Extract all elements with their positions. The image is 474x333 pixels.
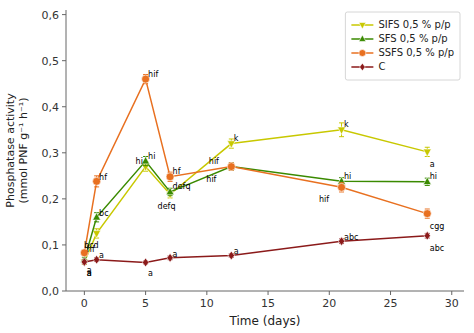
- annotation: a: [87, 269, 92, 278]
- marker: [338, 183, 346, 191]
- y-tick-label: 0,6: [42, 9, 60, 22]
- y-axis-label: Phosphatase activity(mmol PNF g⁻¹ h⁻¹): [4, 93, 30, 208]
- line: [84, 236, 427, 263]
- annotation: a: [234, 247, 239, 256]
- legend-label: C: [378, 61, 385, 72]
- y-tick-label: 0,4: [42, 101, 60, 114]
- legend: SIFS 0,5 % p/p SFS 0,5 % p/p SSFS 0,5 % p/…: [345, 12, 460, 80]
- annotation: a: [87, 269, 92, 278]
- x-tick-label: 30: [445, 297, 459, 310]
- x-tick: [390, 291, 391, 295]
- annotation: k: [234, 134, 239, 143]
- y-tick: [62, 291, 66, 292]
- legend-label: SIFS 0,5 % p/p: [378, 19, 450, 30]
- line: [84, 79, 427, 253]
- annotation: hi: [148, 152, 155, 161]
- legend-box: [345, 12, 460, 80]
- x-tick: [451, 291, 452, 295]
- marker: [142, 258, 148, 267]
- y-axis-line: [66, 10, 67, 291]
- annotation: k: [344, 120, 349, 129]
- annotation: hf: [87, 245, 95, 254]
- legend-label: SFS 0,5 % p/p: [378, 33, 447, 44]
- annotation: hif: [319, 195, 329, 204]
- y-tick-label: 0,5: [42, 55, 60, 68]
- annotation: a: [173, 250, 178, 259]
- annotation: hif: [148, 70, 158, 79]
- annotation: hi: [344, 172, 351, 181]
- x-tick-label: 0: [81, 297, 88, 310]
- x-tick-label: 20: [322, 297, 336, 310]
- y-tick-label: 0,1: [42, 239, 60, 252]
- annotation: bc: [99, 209, 108, 218]
- x-tick-label: 15: [261, 297, 275, 310]
- series: [81, 231, 430, 267]
- annotation: defq: [158, 202, 176, 211]
- series: [80, 123, 431, 267]
- marker: [424, 231, 430, 240]
- legend-marker: [359, 35, 366, 41]
- annotation: a: [148, 269, 153, 278]
- y-tick: [62, 14, 66, 15]
- annotations: abcdhidefqkkaabchidefqhifhihihfhfhifhfhi…: [84, 70, 444, 279]
- x-tick: [268, 291, 269, 295]
- annotation: abc: [430, 244, 444, 253]
- annotation: defq: [173, 182, 191, 191]
- y-tick: [62, 152, 66, 153]
- marker: [423, 210, 431, 218]
- marker: [93, 231, 101, 238]
- x-tick-label: 25: [384, 297, 398, 310]
- line: [84, 161, 427, 260]
- marker: [423, 149, 431, 156]
- x-tick: [145, 291, 146, 295]
- annotation: a: [430, 160, 435, 169]
- y-tick: [62, 106, 66, 107]
- x-tick: [206, 291, 207, 295]
- chart: 0 5 10 15 20 25 30 0,0 0,1 0,2 0,3 0,4 0,5 0,6 Time (d…: [0, 0, 474, 333]
- annotation: hif: [209, 157, 219, 166]
- annotation: hif: [206, 175, 216, 184]
- x-tick-label: 10: [200, 297, 214, 310]
- line: [84, 130, 427, 262]
- y-tick: [62, 244, 66, 245]
- x-tick-label: 5: [142, 297, 149, 310]
- plot-area: [80, 74, 431, 266]
- annotation: hi: [430, 172, 437, 181]
- annotation: hi: [136, 157, 143, 166]
- x-axis-label: Time (days): [229, 314, 301, 328]
- series: [80, 74, 431, 256]
- legend-marker: [359, 50, 366, 57]
- annotation: abc: [344, 233, 358, 242]
- y-tick-label: 0,3: [42, 147, 60, 160]
- marker: [81, 258, 87, 267]
- annotation: a: [99, 251, 104, 260]
- x-tick: [329, 291, 330, 295]
- legend-marker: [360, 63, 366, 71]
- x-axis-line: [66, 291, 464, 292]
- legend-label: SSFS 0,5 % p/p: [378, 47, 454, 58]
- legend-marker: [359, 23, 366, 29]
- y-tick: [62, 198, 66, 199]
- y-tick-label: 0,0: [42, 285, 60, 298]
- annotation: cgg: [430, 222, 445, 231]
- y-tick-label: 0,2: [42, 193, 60, 206]
- y-tick: [62, 60, 66, 61]
- x-tick: [84, 291, 85, 295]
- marker: [227, 163, 235, 171]
- annotation: hf: [99, 173, 107, 182]
- series: [80, 156, 431, 262]
- annotation: hf: [173, 167, 181, 176]
